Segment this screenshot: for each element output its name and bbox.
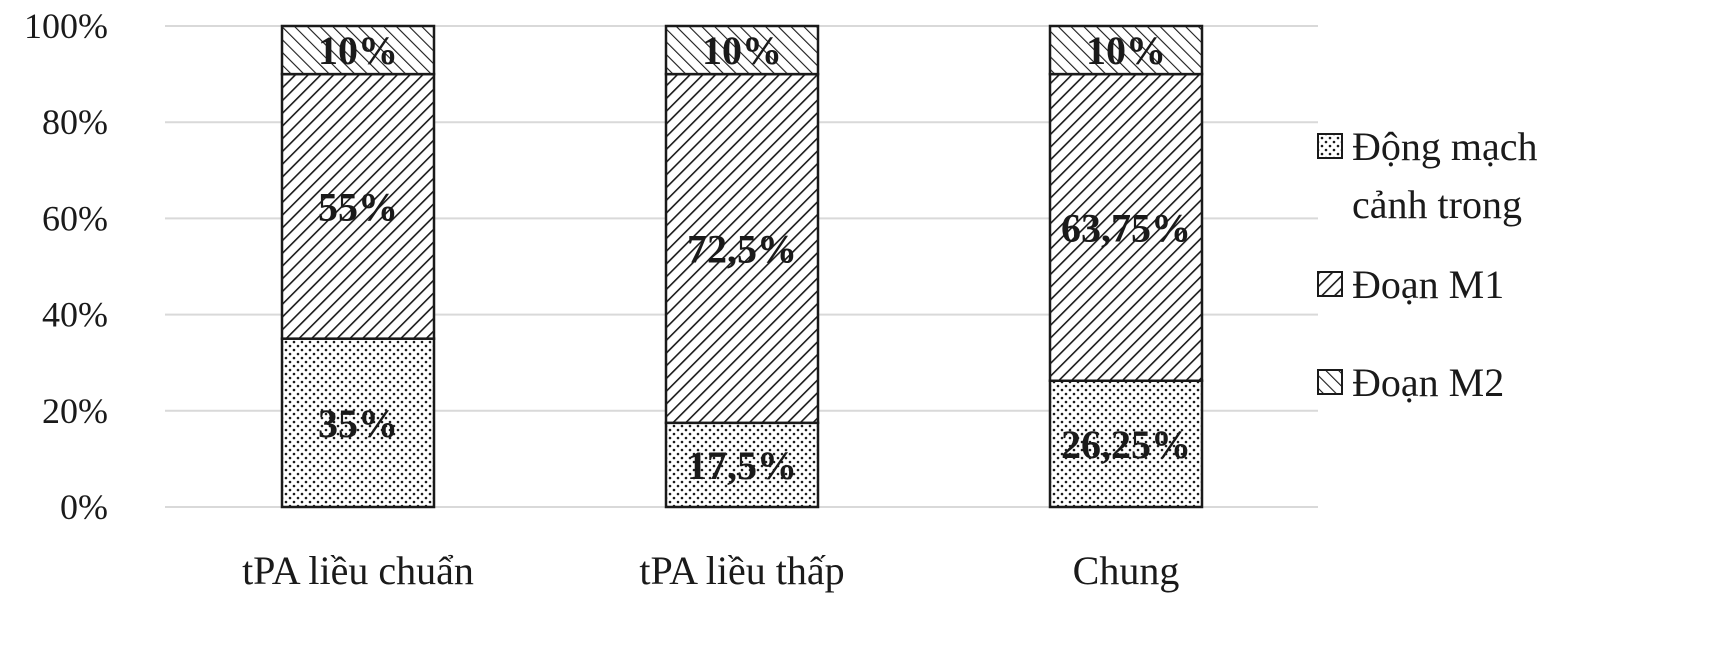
data-labels: 35% 55% 10% 17,5% 72,5% 10% 26,25% 63,75% 10% xyxy=(318,28,1191,488)
y-tick-label: 100% xyxy=(24,6,108,46)
legend-label: Đoạn M1 xyxy=(1352,262,1504,307)
data-label: 63,75% xyxy=(1061,205,1191,250)
bar-segment xyxy=(280,72,436,340)
legend-label: cảnh trong xyxy=(1352,182,1522,227)
x-tick-label: tPA liều chuẩn xyxy=(242,548,474,593)
bar-segment xyxy=(280,337,436,509)
y-tick-label: 40% xyxy=(42,295,108,335)
bar-segment xyxy=(664,24,820,76)
data-label: 10% xyxy=(702,28,782,73)
data-label: 72,5% xyxy=(687,226,797,271)
legend-swatch xyxy=(1317,133,1343,159)
x-tick-label: tPA liều thấp xyxy=(639,548,844,593)
bar-segment xyxy=(1048,72,1204,382)
x-axis: tPA liều chuẩn tPA liều thấp Chung xyxy=(242,548,1179,593)
data-label: 35% xyxy=(318,401,398,446)
legend-label: Đoạn M2 xyxy=(1352,360,1504,405)
y-tick-label: 20% xyxy=(42,391,108,431)
data-label: 55% xyxy=(318,184,398,229)
y-axis: 0% 20% 40% 60% 80% 100% xyxy=(24,6,108,527)
legend: Động mạch cảnh trong Đoạn M1 Đoạn M2 xyxy=(1317,124,1538,405)
bar-segment xyxy=(280,24,436,76)
x-tick-label: Chung xyxy=(1073,548,1180,593)
legend-swatch xyxy=(1317,271,1343,297)
y-tick-label: 60% xyxy=(42,198,108,238)
legend-label: Động mạch xyxy=(1352,124,1538,169)
data-label: 10% xyxy=(318,28,398,73)
bar-segment xyxy=(1048,24,1204,76)
bar-segment xyxy=(664,72,820,425)
bars xyxy=(280,24,1204,509)
data-label: 10% xyxy=(1086,28,1166,73)
y-tick-label: 80% xyxy=(42,102,108,142)
bar-segment xyxy=(1048,379,1204,509)
data-label: 26,25% xyxy=(1061,422,1191,467)
y-tick-label: 0% xyxy=(60,487,108,527)
legend-swatch xyxy=(1317,369,1343,395)
data-label: 17,5% xyxy=(687,443,797,488)
